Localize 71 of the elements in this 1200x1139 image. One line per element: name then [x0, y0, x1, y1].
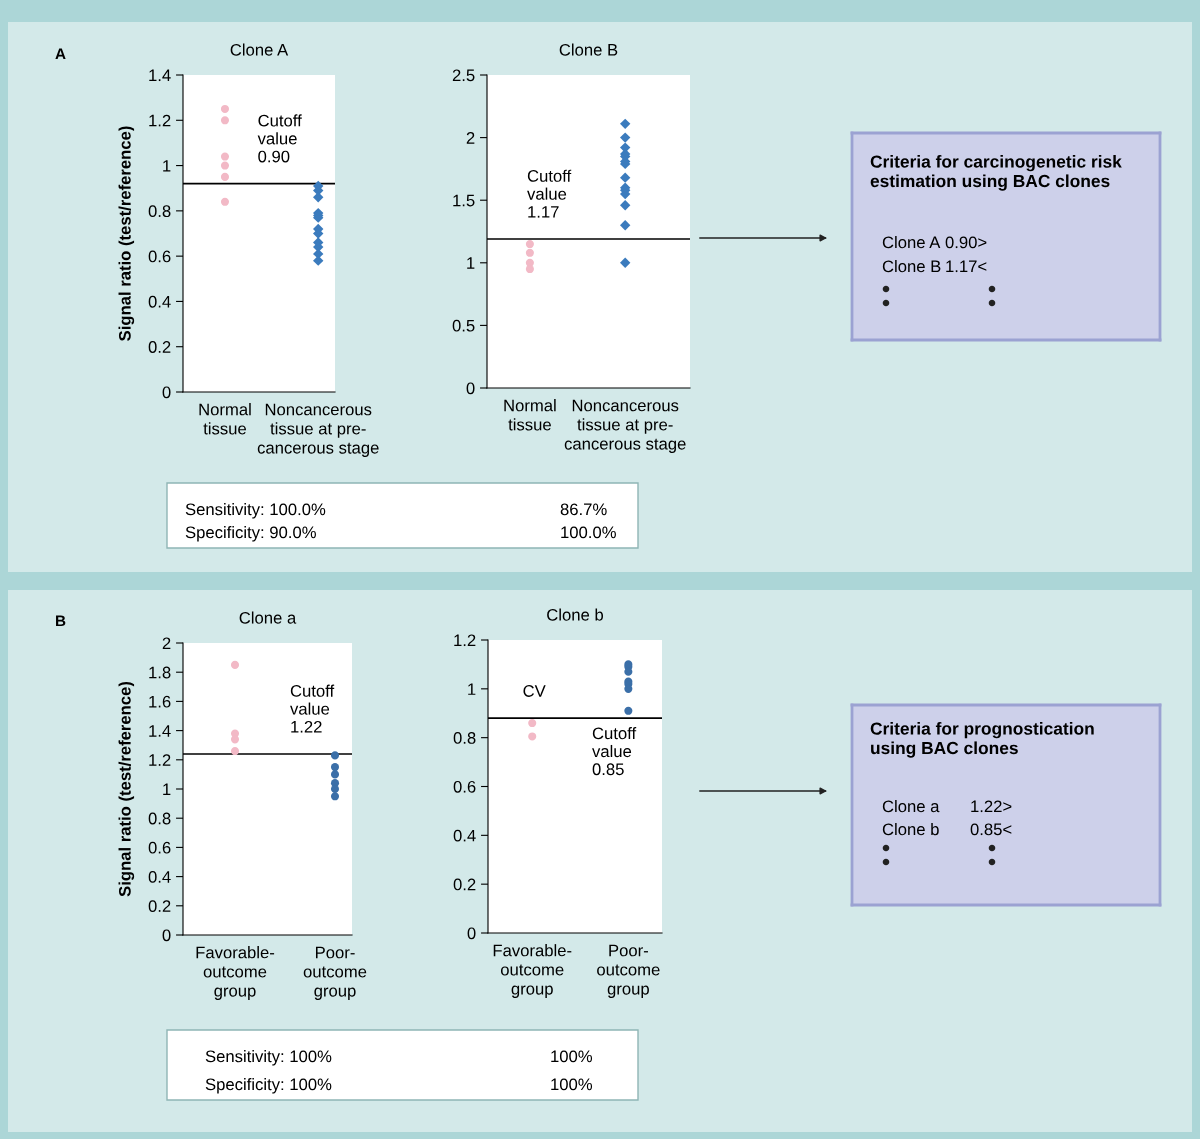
y-tick-label: 0.8 — [453, 732, 476, 744]
x-tick-label: Normal tissue — [199, 403, 251, 435]
y-tick-label: 0.2 — [148, 341, 171, 353]
x-tick-label: Favorable- outcome group — [493, 944, 572, 998]
y-tick-label: 1 — [468, 683, 476, 695]
chart-title: Clone A — [230, 43, 289, 56]
y-tick-label: 0.6 — [148, 841, 171, 854]
chart-title: Clone b — [547, 608, 604, 621]
text: 0.85< — [970, 823, 1012, 836]
y-axis-title: Signal ratio (test/reference) — [118, 681, 135, 897]
y-tick-label: 0.4 — [453, 829, 476, 842]
text: 100% — [551, 1050, 593, 1063]
text: Criteria for prognostication using BAC clones — [870, 722, 1094, 758]
text: Specificity: 100% — [205, 1078, 332, 1094]
text: Clone a — [882, 800, 940, 813]
y-tick-label: 0.6 — [453, 780, 476, 793]
y-tick-label: 1 — [467, 257, 475, 269]
x-tick-label: Noncancerous tissue at pre- cancerous stage — [257, 403, 379, 457]
y-tick-label: 0.5 — [452, 319, 475, 332]
text: B — [56, 615, 66, 627]
x-tick-label: Normal tissue — [504, 399, 556, 431]
text: Sensitivity: 100.0% — [185, 503, 326, 519]
y-tick-label: 2 — [466, 132, 475, 144]
text: 1.22> — [971, 800, 1012, 813]
text: Criteria for carcinogenetic risk estimation using BAC clones — [870, 155, 1122, 191]
text: 0.90> — [945, 236, 987, 249]
y-tick-label: 1.8 — [149, 666, 171, 679]
x-tick-label: Poor- outcome group — [303, 946, 367, 1000]
ref-line-label: Cutoff value 1.22 — [290, 684, 335, 733]
x-tick-label: Poor- outcome group — [597, 944, 660, 998]
y-tick-label: 0.8 — [148, 812, 171, 825]
y-tick-label: 0.6 — [148, 250, 171, 263]
ref-line-label: CV — [523, 685, 546, 697]
text: Clone b — [882, 823, 939, 836]
annotation: Cutoff value 0.85 — [592, 727, 637, 776]
y-tick-label: 0.2 — [453, 878, 476, 891]
y-tick-label: 0.4 — [148, 295, 171, 308]
y-tick-label: 1.6 — [149, 695, 171, 708]
y-tick-label: 0.8 — [148, 205, 171, 218]
y-tick-label: 0.2 — [148, 900, 171, 912]
y-tick-label: 0.4 — [148, 871, 171, 883]
text: A — [55, 48, 66, 60]
text: Sensitivity: 100% — [205, 1050, 332, 1066]
x-tick-label: Noncancerous tissue at pre- cancerous stage — [564, 399, 686, 453]
text: 1.17< — [946, 260, 987, 273]
text: Clone A — [882, 236, 941, 249]
text: 86.7% — [560, 503, 607, 516]
text: Clone B — [882, 260, 941, 273]
y-tick-label: 1.5 — [453, 194, 475, 207]
y-tick-label: 1 — [163, 783, 171, 796]
y-tick-label: 1.2 — [149, 754, 171, 766]
chart-title: Clone B — [559, 43, 618, 56]
y-tick-label: 1.2 — [149, 114, 171, 127]
x-tick-label: Favorable- outcome group — [196, 946, 275, 1000]
text: Specificity: 90.0% — [185, 526, 316, 542]
y-tick-label: 1.2 — [454, 634, 476, 647]
ref-line-label: Cutoff value 0.90 — [257, 114, 302, 163]
y-tick-label: 0 — [466, 382, 475, 395]
y-axis-title: Signal ratio (test/reference) — [118, 126, 135, 341]
y-tick-label: 0 — [467, 927, 476, 940]
y-tick-label: 1 — [163, 160, 171, 172]
y-tick-label: 2 — [162, 637, 171, 650]
y-tick-label: 2.5 — [452, 69, 475, 82]
y-tick-label: 0 — [162, 929, 171, 942]
ref-line-label: Cutoff value 1.17 — [527, 169, 572, 218]
y-tick-label: 1.4 — [149, 69, 171, 82]
text: 100.0% — [561, 526, 616, 539]
chart-title: Clone a — [239, 611, 297, 624]
y-tick-label: 1.4 — [149, 725, 171, 737]
text: 100% — [551, 1078, 593, 1091]
y-tick-label: 0 — [162, 386, 171, 399]
